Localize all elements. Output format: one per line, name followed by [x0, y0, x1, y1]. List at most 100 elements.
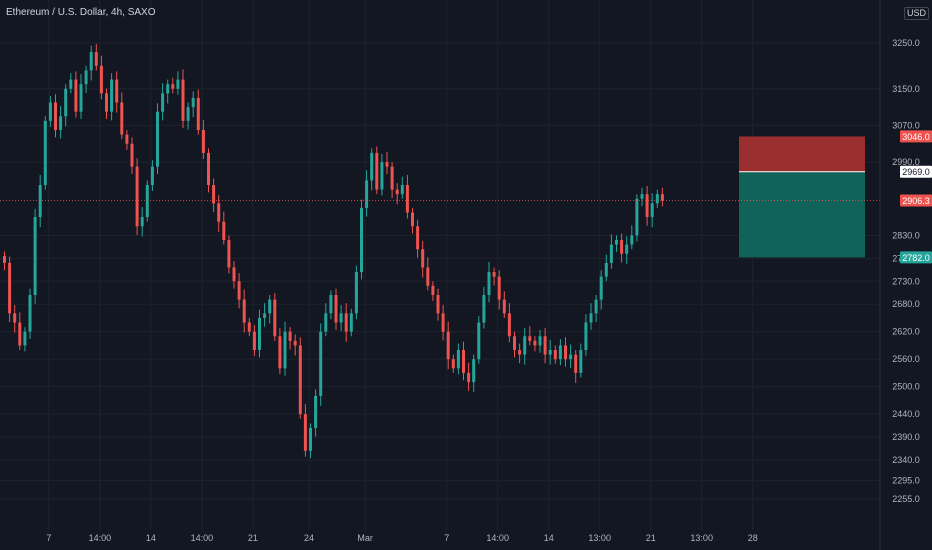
candle-body: [268, 299, 272, 314]
candle: [288, 327, 292, 350]
stop-loss-zone[interactable]: [739, 136, 865, 172]
long-short-position-tool: [739, 136, 865, 258]
candle-body: [492, 272, 496, 277]
candle-body: [456, 350, 460, 369]
entry-price-tag-text: 2969.0: [902, 167, 930, 177]
candle-body: [640, 194, 644, 199]
currency-button[interactable]: USD: [904, 7, 930, 20]
candle: [43, 116, 47, 190]
candle-body: [472, 359, 476, 383]
candle: [18, 312, 22, 350]
candle-body: [365, 180, 369, 208]
candle: [319, 323, 323, 406]
candle-body: [416, 226, 420, 250]
price-tick-label: 2255.0: [892, 494, 920, 504]
candle: [609, 234, 613, 269]
candle-body: [502, 299, 506, 314]
candle-body: [609, 244, 613, 263]
candle: [385, 152, 389, 174]
candle: [487, 262, 491, 303]
candle-body: [426, 267, 430, 286]
time-tick-label: 13:00: [690, 533, 713, 543]
price-tick-label: 2295.0: [892, 476, 920, 486]
stop-price-tag: 3046.0: [900, 130, 932, 143]
candle-body: [28, 295, 32, 332]
candle-body: [513, 336, 516, 350]
entry-price-tag-bg: [900, 165, 932, 178]
candle: [416, 219, 420, 258]
candle-body: [339, 313, 343, 323]
candle-body: [569, 354, 573, 360]
candle-body: [232, 267, 236, 282]
candle: [462, 341, 465, 381]
candle: [349, 308, 353, 337]
candle: [365, 170, 369, 217]
candle-body: [145, 185, 149, 218]
candle-body: [8, 262, 12, 314]
candle-body: [89, 52, 93, 71]
candle: [390, 162, 394, 199]
candle-body: [599, 276, 603, 300]
candle-body: [196, 97, 200, 130]
price-tick-label: 2500.0: [892, 382, 920, 392]
candle-body: [635, 198, 639, 236]
candle-body: [59, 116, 63, 130]
candle-body: [99, 65, 103, 94]
candle: [161, 83, 165, 121]
candle-body: [237, 281, 241, 300]
candle: [650, 193, 654, 228]
candle: [283, 321, 287, 376]
candle: [360, 199, 363, 280]
candle: [660, 187, 664, 207]
candle-body: [69, 79, 73, 89]
candle-body: [18, 322, 22, 346]
candle: [273, 293, 277, 341]
candle: [79, 74, 83, 119]
candle: [604, 254, 608, 282]
candle-body: [615, 240, 618, 245]
candle: [599, 270, 603, 310]
take-profit-zone[interactable]: [739, 171, 865, 258]
candle: [8, 256, 12, 323]
candle-body: [135, 166, 139, 227]
candle: [252, 325, 256, 356]
candle-series: [3, 43, 664, 459]
candle: [212, 178, 216, 213]
candle-body: [630, 235, 634, 245]
candle: [395, 183, 399, 205]
candle: [630, 225, 634, 250]
candle: [13, 305, 17, 333]
candle-body: [645, 194, 649, 218]
candle: [507, 303, 511, 343]
candle-body: [33, 217, 37, 295]
candle: [579, 343, 583, 378]
candle-body: [207, 152, 210, 185]
candle-body: [528, 336, 532, 341]
candle-body: [283, 331, 287, 369]
candle-body: [548, 350, 552, 355]
candle-body: [441, 313, 445, 332]
candle: [620, 233, 624, 263]
candle: [456, 343, 460, 375]
candle: [130, 137, 134, 174]
candle: [446, 321, 450, 370]
candle: [569, 344, 573, 368]
candle-body: [395, 189, 399, 195]
time-tick-label: 24: [304, 533, 314, 543]
candle-body: [298, 345, 302, 415]
candle: [533, 336, 537, 352]
candle: [528, 326, 532, 346]
price-tick-label: 2730.0: [892, 276, 920, 286]
candle-body: [115, 79, 119, 103]
candle-body: [293, 340, 297, 346]
candle: [278, 328, 282, 375]
candle-body: [156, 111, 159, 167]
candle: [558, 339, 562, 366]
candle-body: [584, 322, 588, 350]
candle-body: [242, 299, 246, 323]
price-tick-label: 2620.0: [892, 327, 920, 337]
candle: [74, 71, 78, 118]
candle: [84, 65, 88, 93]
candle: [54, 94, 57, 138]
